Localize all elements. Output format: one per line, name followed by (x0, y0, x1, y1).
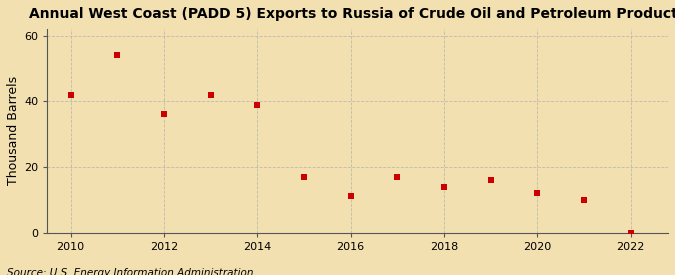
Title: Annual West Coast (PADD 5) Exports to Russia of Crude Oil and Petroleum Products: Annual West Coast (PADD 5) Exports to Ru… (29, 7, 675, 21)
Point (439, 184, 450, 189)
Point (298, 175, 309, 179)
Point (625, 230, 636, 235)
Point (392, 175, 403, 179)
Point (345, 194, 356, 199)
Text: Source: U.S. Energy Information Administration: Source: U.S. Energy Information Administ… (7, 268, 253, 275)
Point (485, 178, 496, 182)
Y-axis label: Thousand Barrels: Thousand Barrels (7, 76, 20, 185)
Point (112, 53, 123, 57)
Point (532, 191, 543, 195)
Point (65, 92, 76, 97)
Point (252, 102, 263, 107)
Point (205, 92, 216, 97)
Point (578, 197, 589, 202)
Point (159, 112, 169, 117)
